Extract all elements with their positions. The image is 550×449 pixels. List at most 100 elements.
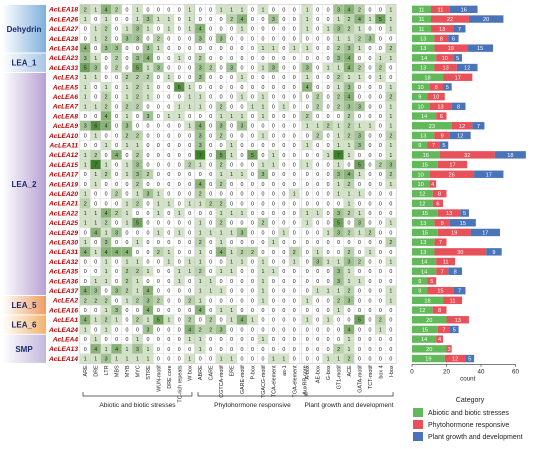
heatmap-cell-value: 0 [293, 298, 296, 304]
bar-segment [434, 34, 449, 43]
column-label: CGTCA-motif [219, 365, 225, 398]
heatmap-cell-value: 0 [167, 7, 170, 13]
heatmap-cell-value: 1 [368, 124, 371, 130]
heatmap-cell-value: 0 [282, 308, 285, 314]
bar-value-label: 15 [422, 163, 428, 169]
bar-value-label: 10 [418, 104, 424, 110]
heatmap-cell-value: 1 [220, 289, 223, 295]
heatmap-cell-value: 0 [368, 298, 371, 304]
heatmap-cell-value: 0 [230, 327, 233, 333]
heatmap-cell-value: 1 [327, 65, 330, 71]
heatmap-cell-value: 0 [251, 289, 254, 295]
heatmap-cell-value: 2 [115, 56, 118, 62]
heatmap-cell-value: 0 [272, 75, 275, 81]
heatmap-cell-value: 0 [358, 201, 361, 207]
heatmap-cell-value: 4 [105, 7, 108, 13]
heatmap-cell-value: 3 [199, 75, 202, 81]
heatmap-cell-value: 0 [220, 318, 223, 324]
heatmap-cell-value: 1 [230, 356, 233, 362]
heatmap-cell-value: 1 [188, 337, 191, 343]
bar-segment [451, 122, 473, 130]
heatmap-cell-value: 1 [293, 259, 296, 265]
heatmap-cell-value: 0 [306, 182, 309, 188]
heatmap-cell-value: 0 [327, 114, 330, 120]
bar-segment [465, 354, 475, 363]
bar-value-label: 9 [418, 289, 421, 295]
heatmap-cell-value: 2 [261, 221, 264, 227]
heatmap-cell-value: 2 [105, 298, 108, 304]
heatmap-cell-value: 2 [105, 221, 108, 227]
heatmap-cell-value: 0 [293, 153, 296, 159]
column-label: ACE [347, 365, 353, 376]
bar-segment [412, 248, 435, 256]
heatmap-cell-value: 2 [199, 269, 202, 275]
heatmap-cell-value: 1 [126, 356, 129, 362]
heatmap-cell-value: 1 [126, 85, 129, 91]
heatmap-cell-value: 1 [220, 211, 223, 217]
heatmap-cell-value: 1 [146, 65, 149, 71]
heatmap-cell-value: 0 [379, 347, 382, 353]
heatmap-cell-value: 0 [188, 192, 191, 198]
heatmap-cell-value: 0 [272, 347, 275, 353]
bar-value-label: 13 [420, 240, 426, 246]
heatmap-cell-value: 1 [230, 114, 233, 120]
heatmap-cell-value: 1 [389, 259, 392, 265]
heatmap-cell-value: 0 [337, 250, 340, 256]
heatmap-cell-value: 1 [94, 133, 97, 139]
x-tick-label: 60 [512, 368, 519, 375]
heatmap-cell-value: 0 [146, 182, 149, 188]
heatmap-cell-value: 1 [306, 7, 309, 13]
heatmap-cell-value: 7 [337, 153, 340, 159]
heatmap-cell-value: 0 [368, 114, 371, 120]
heatmap-cell-value: 1 [327, 289, 330, 295]
bar-value-label: 13 [420, 250, 426, 256]
heatmap-cell-value: 0 [209, 36, 212, 42]
bar-segment [429, 180, 437, 188]
heatmap-cell-value: 0 [115, 75, 118, 81]
heatmap-cell-value: 0 [272, 230, 275, 236]
bar-value-label: 8 [435, 85, 438, 91]
heatmap-cell-value: 0 [230, 279, 233, 285]
heatmap-cell-value: 1 [230, 308, 233, 314]
heatmap-cell-value: 0 [327, 143, 330, 149]
heatmap-cell-value: 3 [94, 65, 97, 71]
heatmap-cell-value: 3 [157, 65, 160, 71]
heatmap-cell-value: 0 [293, 36, 296, 42]
bar-value-label: 10 [433, 95, 439, 101]
heatmap-cell-value: 0 [241, 356, 244, 362]
heatmap-cell-value: 0 [230, 298, 233, 304]
heatmap-cell-value: 1 [94, 318, 97, 324]
heatmap-cell-value: 0 [188, 172, 191, 178]
gene-label: AcLEA36 [48, 278, 78, 285]
heatmap-cell-value: 0 [251, 133, 254, 139]
heatmap-cell-value: 2 [157, 250, 160, 256]
heatmap-cell-value: 0 [188, 153, 191, 159]
bar-segment [412, 73, 444, 81]
heatmap-cell-value: 0 [251, 192, 254, 198]
heatmap-cell-value: 1 [316, 289, 319, 295]
heatmap-cell-value: 2 [348, 356, 351, 362]
heatmap-cell-value: 0 [293, 308, 296, 314]
heatmap-cell-value: 1 [94, 75, 97, 81]
heatmap-cell-value: 0 [316, 240, 319, 246]
heatmap-cell-value: 0 [241, 36, 244, 42]
heatmap-cell-value: 1 [220, 172, 223, 178]
heatmap-cell-value: 0 [209, 104, 212, 110]
heatmap-cell-value: 0 [84, 143, 87, 149]
heatmap-cell-value: 0 [379, 143, 382, 149]
heatmap-cell-value: 5 [337, 221, 340, 227]
heatmap-cell-value: 0 [379, 36, 382, 42]
heatmap-cell-value: 0 [188, 65, 191, 71]
heatmap-cell-value: 0 [282, 318, 285, 324]
gene-label: AcLEA3 [52, 75, 79, 82]
heatmap-cell-value: 0 [209, 240, 212, 246]
heatmap-cell-value: 4 [126, 250, 129, 256]
heatmap-cell-value: 0 [327, 133, 330, 139]
heatmap-cell-value: 0 [178, 221, 181, 227]
bar-segment [412, 63, 435, 72]
gene-label: AcLEA11 [49, 142, 79, 149]
heatmap-cell-value: 2 [136, 201, 139, 207]
heatmap-cell-value: 0 [293, 211, 296, 217]
heatmap-cell-value: 1 [337, 182, 340, 188]
heatmap-cell-value: 0 [146, 7, 149, 13]
